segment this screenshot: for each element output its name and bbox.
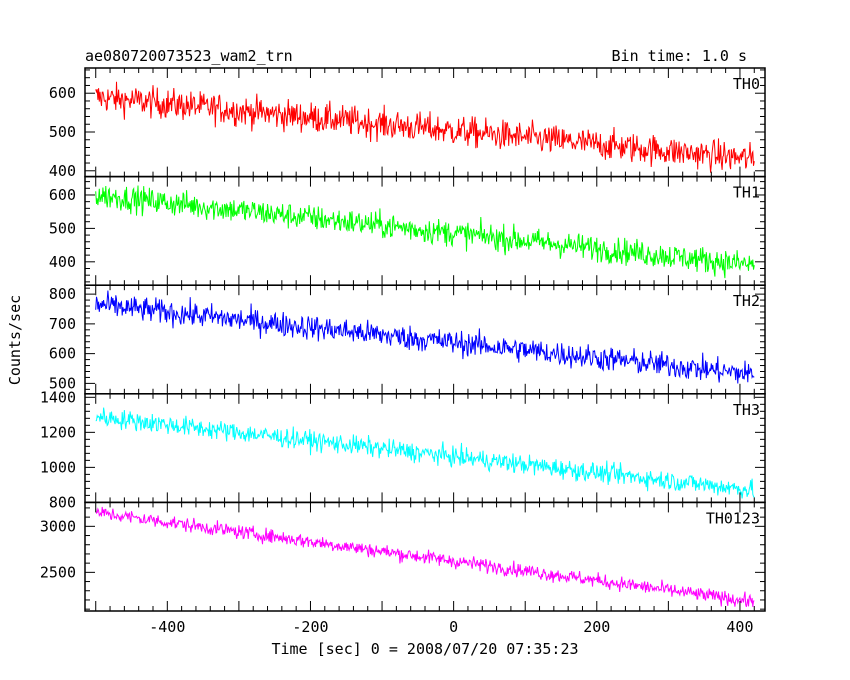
- panel-th2: 500 600 700 800 TH2: [49, 284, 766, 395]
- x-tick-label: 0: [449, 618, 458, 636]
- y-tick-label: 1200: [40, 423, 76, 441]
- y-tick-label: 500: [49, 219, 76, 237]
- chart-title-left: ae080720073523_wam2_trn: [85, 47, 293, 65]
- series-line-th0: [95, 81, 755, 173]
- x-tick-label: -200: [292, 618, 328, 636]
- series-line-th3: [95, 407, 755, 499]
- series-line-th2: [95, 290, 755, 384]
- chart-title-right: Bin time: 1.0 s: [612, 47, 747, 65]
- panel-th1: 400 500 600 TH1: [49, 175, 766, 286]
- panels-group: 400 500 600 TH0 400 500 600 TH1 500 600 700 800 TH2 8…: [40, 67, 766, 636]
- panel-label-th2: TH2: [733, 292, 760, 310]
- y-tick-label: 600: [49, 186, 76, 204]
- y-tick-label: 500: [49, 374, 76, 392]
- panel-frame: [84, 284, 766, 395]
- panel-frame: [84, 393, 766, 504]
- x-tick-label: 200: [583, 618, 610, 636]
- panel-th0: 400 500 600 TH0: [49, 67, 766, 180]
- y-tick-label: 400: [49, 253, 76, 271]
- y-tick-label: 700: [49, 315, 76, 333]
- y-tick-label: 400: [49, 162, 76, 180]
- panel-label-th1: TH1: [733, 184, 760, 202]
- y-tick-label: 800: [49, 285, 76, 303]
- y-tick-label: 3000: [40, 517, 76, 535]
- y-tick-label: 2500: [40, 563, 76, 581]
- y-axis-label: Counts/sec: [6, 295, 24, 385]
- panel-label-th0123: TH0123: [706, 509, 760, 527]
- series-line-th0123: [95, 506, 755, 607]
- series-line-th1: [95, 185, 755, 279]
- y-tick-label: 1400: [40, 388, 76, 406]
- y-tick-label: 800: [49, 493, 76, 511]
- y-tick-label: 1000: [40, 458, 76, 476]
- panel-th3: 800 1000 1200 1400 TH3: [40, 388, 766, 511]
- y-tick-label: 600: [49, 345, 76, 363]
- x-axis-label: Time [sec] 0 = 2008/07/20 07:35:23: [271, 640, 578, 658]
- y-tick-label: 500: [49, 123, 76, 141]
- panel-label-th3: TH3: [733, 401, 760, 419]
- y-tick-label: 600: [49, 84, 76, 102]
- panel-label-th0: TH0: [733, 75, 760, 93]
- panel-th0123: 2500 3000 TH0123: [40, 501, 766, 612]
- x-tick-label: -400: [149, 618, 185, 636]
- x-tick-label: 400: [726, 618, 753, 636]
